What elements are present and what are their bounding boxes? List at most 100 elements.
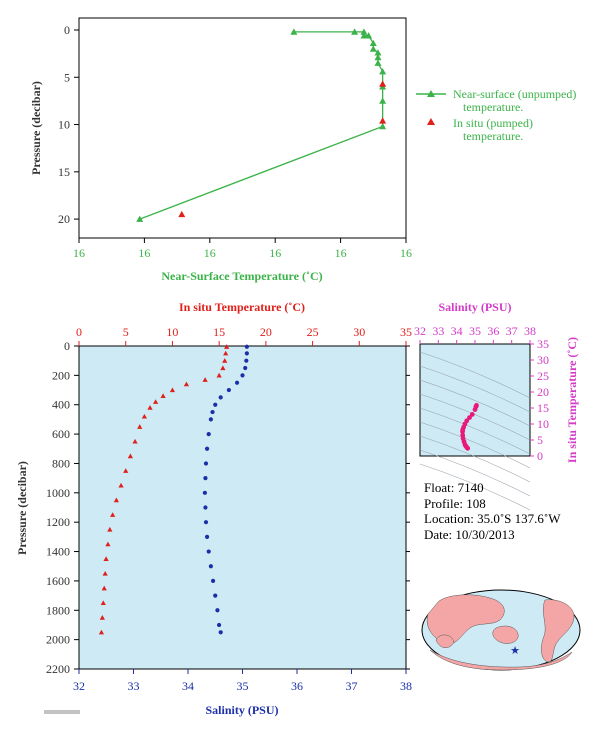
ts-density-contour [419, 435, 531, 483]
pr-temp-tick-label: 30 [353, 325, 365, 339]
temperature-point [113, 497, 119, 503]
ns-unpumped-point [374, 53, 382, 61]
temperature-point [105, 541, 111, 547]
salinity-point [204, 446, 210, 451]
profile-top-label: In situ Temperature (˚C) [179, 300, 305, 314]
temperature-point [123, 468, 129, 473]
ns-pumped-point [379, 80, 387, 87]
salinity-point [240, 373, 245, 378]
info-location: Location: 35.0˚S 137.6˚W [424, 511, 561, 526]
ts-sal-tick-label: 33 [432, 324, 444, 338]
near-surface-frame [78, 17, 407, 239]
ns-ytick-label: 20 [58, 212, 70, 226]
salinity-point [244, 344, 249, 349]
temperature-point [98, 629, 105, 635]
temperature-point [147, 405, 153, 410]
ts-panel: 32 33 34 35 36 37 38 0 5 10 15 20 25 30 35 Salinity (P… [414, 300, 579, 511]
ns-unpumped-point [290, 28, 298, 35]
salinity-point [218, 630, 223, 635]
salinity-point [234, 380, 240, 385]
ns-xtick-label: 16 [138, 246, 150, 260]
salinity-point [206, 549, 211, 554]
salinity-point [208, 564, 213, 569]
salinity-point [208, 417, 213, 422]
ts-sal-tick-label: 37 [506, 324, 518, 338]
ns-unpumped-point [136, 215, 144, 222]
pr-temp-tick-label: 0 [76, 325, 82, 339]
salinity-point [215, 608, 220, 613]
ts-sal-tick-label: 38 [524, 324, 536, 338]
ts-sal-tick-label: 35 [469, 324, 481, 338]
ns-unpumped-point [379, 122, 387, 130]
pr-ytick-label: 2200 [46, 662, 70, 676]
salinity-point [203, 520, 209, 525]
ns-ytick-label: 10 [58, 118, 70, 132]
temperature-point [223, 350, 229, 356]
ts-temp-tick-label: 0 [537, 449, 543, 463]
ns-unpumped-point [365, 32, 373, 39]
ts-point [460, 432, 466, 438]
ns-ytick-label: 5 [64, 70, 70, 84]
ts-top-label: Salinity (PSU) [438, 300, 511, 314]
temperature-point [220, 365, 226, 371]
near-surface-xlabel: Near-Surface Temperature (˚C) [161, 269, 322, 283]
ns-unpumped-point [379, 68, 387, 75]
ts-point [474, 403, 479, 408]
pr-sal-tick-label: 33 [128, 679, 140, 693]
temperature-point [216, 372, 222, 378]
near-surface-ylabel: Pressure (decibar) [29, 81, 43, 175]
pr-temp-tick-label: 25 [307, 325, 319, 339]
salinity-point [216, 622, 222, 628]
ts-density-contour [419, 449, 531, 497]
ts-right-label: In situ Temperature (˚C) [565, 337, 579, 463]
ns-unpumped-point [379, 97, 387, 104]
ns-unpumped-point [374, 49, 382, 56]
legend-label-pumped-1: In situ (pumped) [453, 116, 533, 130]
ns-pumped-point [178, 210, 186, 218]
ts-sal-tick-label: 34 [451, 324, 463, 338]
temperature-point [224, 344, 230, 349]
salinity-point [210, 578, 216, 584]
salinity-point [213, 402, 218, 407]
pr-ytick-label: 1400 [46, 545, 70, 559]
ts-density-contour [419, 421, 531, 469]
pr-ytick-label: 800 [52, 456, 70, 470]
pr-ytick-label: 400 [52, 398, 70, 412]
legend-label-pumped-2: temperature. [463, 129, 523, 143]
ts-temp-tick-label: 20 [537, 385, 549, 399]
float-info: Float: 7140 Profile: 108 Location: 35.0˚… [424, 480, 561, 542]
salinity-point [202, 490, 207, 495]
ns-pumped-point [379, 117, 387, 124]
temperature-point [118, 482, 124, 488]
pr-ytick-label: 0 [64, 339, 70, 353]
pr-sal-tick-label: 36 [291, 679, 303, 693]
legend-label-unpumped-1: Near-surface (unpumped) [453, 87, 576, 101]
pr-temp-tick-label: 15 [213, 325, 225, 339]
salinity-point [244, 351, 249, 356]
salinity-point [243, 365, 248, 371]
salinity-point [203, 476, 208, 481]
salinity-point [203, 461, 209, 466]
ts-temp-tick-label: 35 [537, 337, 549, 351]
ts-sal-tick-label: 36 [487, 324, 499, 338]
legend-marker-red [427, 118, 435, 125]
pr-ytick-label: 200 [52, 368, 70, 382]
ns-unpumped-point [374, 59, 382, 66]
footer-id-mark [44, 710, 80, 714]
temperature-point [183, 381, 190, 387]
salinity-point [210, 409, 215, 415]
map-land-americas [541, 599, 575, 663]
ns-ytick-label: 0 [64, 23, 70, 37]
pr-sal-tick-label: 35 [237, 679, 249, 693]
ns-unpumped-point [360, 28, 368, 35]
pr-ytick-label: 600 [52, 427, 70, 441]
ns-unpumped-line [139, 31, 384, 220]
map-land-africa [435, 634, 455, 648]
temperature-point [101, 585, 107, 591]
ns-unpumped-point [360, 32, 368, 39]
pr-ytick-label: 1200 [46, 515, 70, 529]
legend-label-unpumped-2: temperature. [463, 100, 523, 114]
info-profile: Profile: 108 [424, 496, 486, 511]
ns-unpumped-point [369, 39, 377, 47]
